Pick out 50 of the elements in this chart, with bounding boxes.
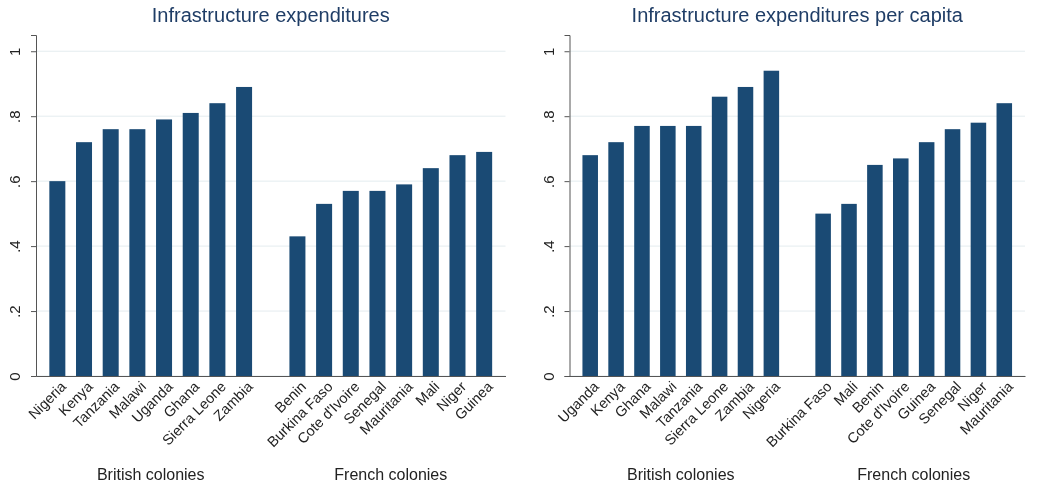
bar	[129, 129, 146, 376]
bar	[49, 181, 66, 376]
y-tick-label: 0	[6, 372, 23, 381]
bar	[182, 112, 199, 376]
y-tick-label: .2	[6, 305, 23, 318]
bar	[815, 213, 831, 376]
bar	[608, 142, 624, 376]
bar	[893, 158, 909, 376]
y-tick-label: 1	[6, 47, 23, 56]
bar	[369, 190, 386, 376]
y-tick-label: .4	[6, 240, 23, 253]
y-tick-label: .4	[539, 240, 557, 253]
bar	[867, 164, 883, 376]
bar	[996, 103, 1013, 376]
bar	[316, 203, 333, 376]
text: British colonies	[626, 466, 735, 483]
chart-title: Infrastructure expenditures per capita	[631, 4, 964, 26]
bar	[841, 203, 857, 376]
y-tick-label: .6	[6, 175, 23, 188]
y-tick-label: .6	[539, 175, 557, 188]
bar	[634, 125, 650, 376]
bar	[582, 155, 598, 376]
text: French colonies	[334, 466, 448, 483]
bar	[156, 119, 173, 376]
bar	[476, 151, 493, 376]
bar	[737, 86, 754, 376]
bar	[76, 142, 93, 376]
bar	[449, 155, 466, 376]
bar	[422, 168, 439, 376]
bar	[342, 190, 359, 376]
text: British colonies	[96, 466, 205, 483]
bar	[209, 103, 226, 376]
chart-title: Infrastructure expenditures	[151, 4, 390, 26]
bar	[763, 70, 780, 376]
bar	[289, 236, 306, 376]
bar	[970, 122, 987, 376]
bar	[711, 96, 728, 376]
y-tick-label: .8	[539, 110, 557, 123]
bar	[102, 129, 119, 376]
text: French colonies	[857, 466, 971, 483]
y-tick-label: 0	[539, 372, 557, 381]
y-tick-label: .8	[6, 110, 23, 123]
bar	[685, 125, 702, 376]
bar	[396, 184, 413, 376]
bar	[944, 129, 961, 376]
bar	[918, 142, 935, 376]
y-tick-label: 1	[539, 47, 557, 56]
y-tick-label: .2	[539, 305, 557, 318]
bar	[236, 86, 253, 376]
bar	[660, 125, 676, 376]
